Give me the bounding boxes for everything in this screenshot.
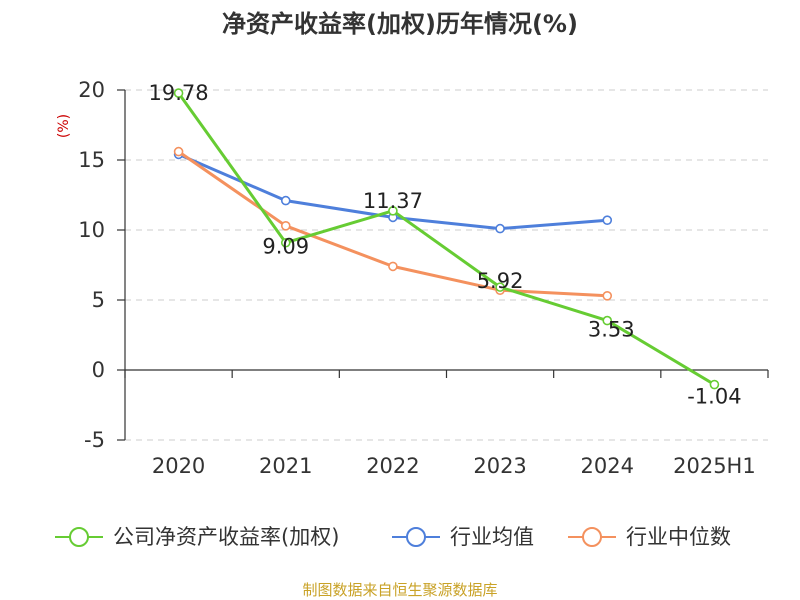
data-point <box>280 221 291 231</box>
series-line <box>177 150 609 298</box>
legend-label: 行业均值 <box>450 525 534 549</box>
data-label: 5.92 <box>477 269 524 293</box>
data-point <box>602 215 613 225</box>
legend-marker <box>406 527 426 547</box>
x-tick-label: 2022 <box>366 454 419 478</box>
y-tick-label: 15 <box>78 148 105 172</box>
legend-marker <box>69 527 89 547</box>
data-point <box>602 315 613 326</box>
data-label: -1.04 <box>687 385 741 409</box>
y-tick-label: -5 <box>84 428 105 452</box>
data-labels: 19.78 9.09 11.37 5.92 3.53 -1.04 <box>149 81 742 408</box>
data-point <box>173 146 184 157</box>
data-point <box>388 261 398 272</box>
data-point <box>602 290 613 301</box>
y-tick-label: 0 <box>92 358 105 382</box>
data-label: 9.09 <box>262 235 309 259</box>
legend: 公司净资产收益率(加权) 行业均值 行业中位数 <box>55 525 731 549</box>
y-tick-label: 5 <box>92 288 105 312</box>
data-label: 11.37 <box>363 189 423 213</box>
x-tick-label: 2025H1 <box>673 454 756 478</box>
source-note: 制图数据来自恒生聚源数据库 <box>302 581 497 599</box>
series-lines <box>173 88 720 390</box>
series-line <box>177 91 716 387</box>
chart-title: 净资产收益率(加权)历年情况(%) <box>222 10 578 38</box>
x-tick-label: 2020 <box>152 454 205 478</box>
y-axis-unit-label: (%) <box>56 114 72 138</box>
grid-lines <box>125 89 768 441</box>
data-label: 19.78 <box>149 81 209 105</box>
data-point <box>709 379 720 390</box>
y-tick-label: 20 <box>78 78 105 102</box>
axes: 20 15 10 5 0 -5 2020 2021 2022 2023 2024 2025H1 <box>78 78 769 478</box>
data-point <box>280 237 291 248</box>
x-tick-label: 2024 <box>581 454 634 478</box>
x-tick-label: 2023 <box>473 454 526 478</box>
data-point <box>495 223 505 234</box>
legend-label: 行业中位数 <box>626 525 731 549</box>
data-point <box>495 282 505 292</box>
legend-label: 公司净资产收益率(加权) <box>113 525 339 549</box>
y-tick-label: 10 <box>78 218 105 242</box>
data-point <box>280 195 291 206</box>
x-tick-label: 2021 <box>259 454 312 478</box>
legend-marker <box>582 527 602 547</box>
data-point <box>173 88 184 98</box>
data-label: 3.53 <box>588 318 635 342</box>
data-point <box>388 206 398 216</box>
